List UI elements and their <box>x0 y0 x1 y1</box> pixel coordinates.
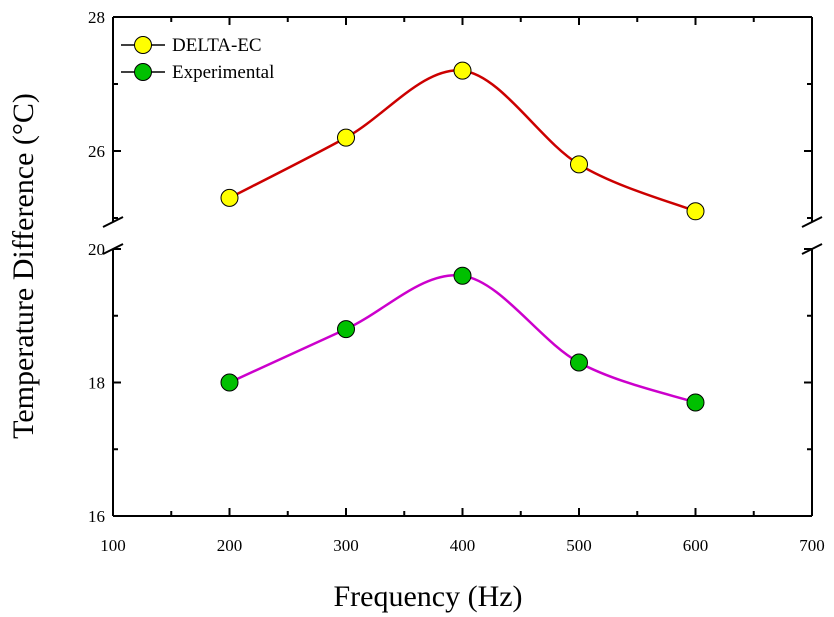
data-point-0 <box>570 155 588 174</box>
y-tick-label: 18 <box>88 374 105 393</box>
data-point-1 <box>453 266 472 285</box>
x-tick-label: 200 <box>217 536 243 555</box>
axis-break-mark <box>102 216 124 228</box>
series-line-0 <box>228 69 696 213</box>
data-point-0 <box>337 128 355 147</box>
y-tick-label: 16 <box>88 507 105 526</box>
legend-marker <box>134 63 152 81</box>
x-tick-label: 300 <box>333 536 359 555</box>
curves <box>228 69 696 404</box>
data-point-1 <box>220 373 239 392</box>
data-point-0 <box>220 188 239 207</box>
x-tick-label: 700 <box>799 536 825 555</box>
axis-break-mark <box>801 216 823 228</box>
legend: DELTA-EC Experimental <box>121 35 274 83</box>
legend-label: Experimental <box>172 62 274 83</box>
data-point-0 <box>453 61 472 80</box>
y-tick-label: 28 <box>88 8 105 27</box>
x-tick-label: 400 <box>450 536 476 555</box>
y-tick-label: 20 <box>88 240 105 259</box>
legend-label: DELTA-EC <box>172 35 262 56</box>
data-point-1 <box>337 320 355 339</box>
x-tick-label: 500 <box>566 536 592 555</box>
y-tick-label: 26 <box>88 142 105 161</box>
x-axis-label: Frequency (Hz) <box>333 580 522 613</box>
y-axis-label: Temperature Difference (°C) <box>7 93 40 439</box>
data-point-0 <box>686 202 705 221</box>
x-tick-label: 100 <box>100 536 126 555</box>
legend-marker <box>134 36 152 54</box>
data-point-1 <box>686 393 705 412</box>
data-points <box>220 61 705 412</box>
axes: 100 200 300 400 500 600 700 26 28 16 18 20 <box>88 8 825 555</box>
data-point-1 <box>570 353 588 372</box>
x-tick-label: 600 <box>683 536 709 555</box>
series-line-1 <box>228 273 696 404</box>
